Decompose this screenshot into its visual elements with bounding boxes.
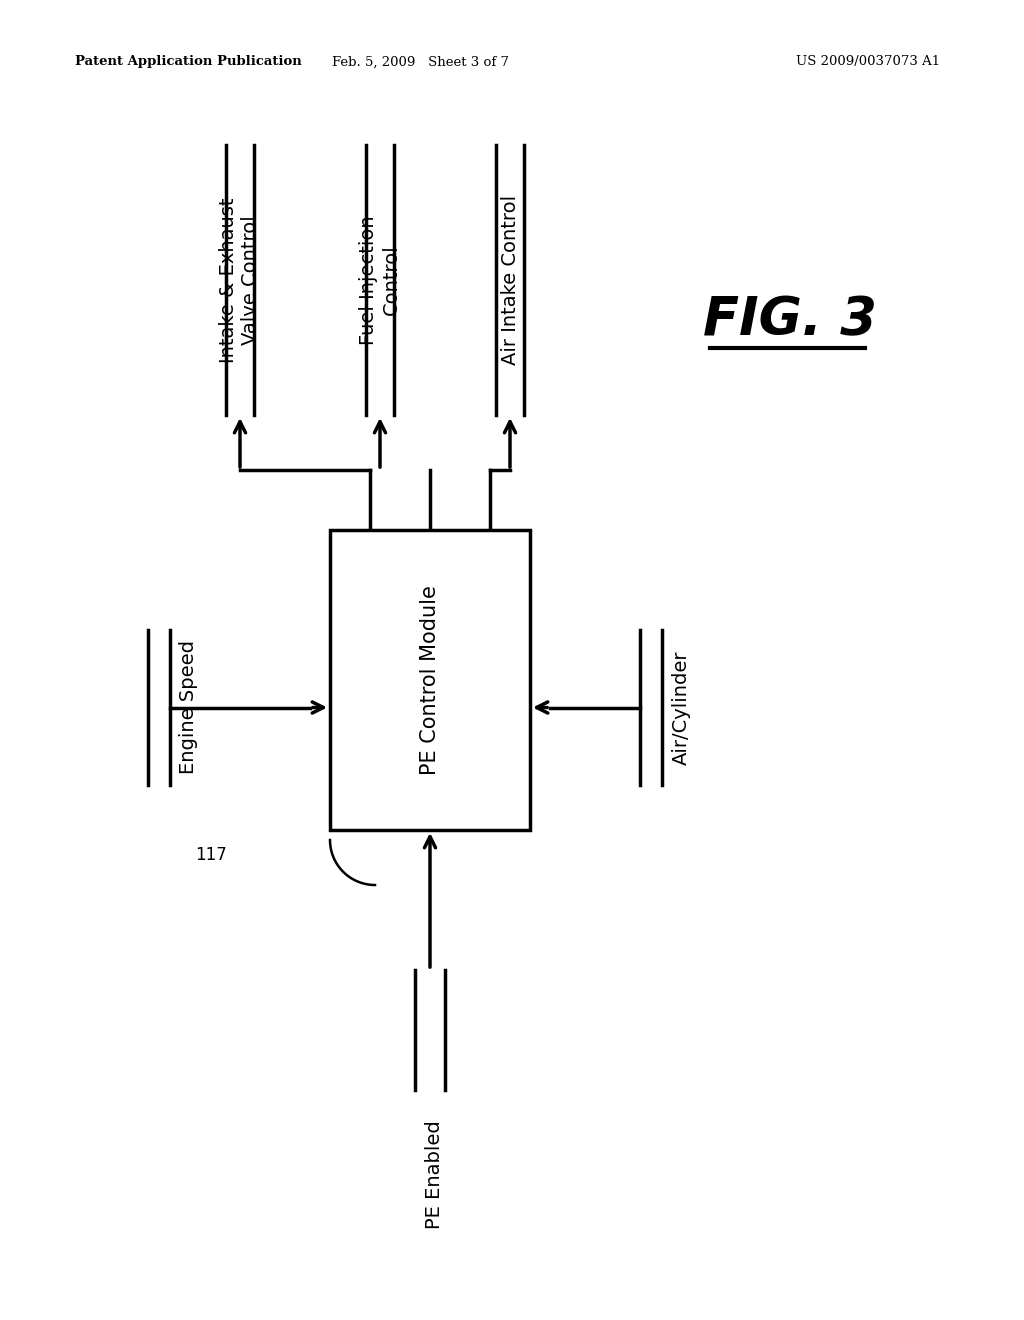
- Text: Engine Speed: Engine Speed: [179, 640, 199, 775]
- Bar: [330, 531, 530, 830]
- Text: FIG. 3: FIG. 3: [703, 294, 877, 346]
- Text: Patent Application Publication: Patent Application Publication: [75, 55, 302, 69]
- Text: Intake & Exhaust
Valve Control: Intake & Exhaust Valve Control: [219, 197, 260, 363]
- Text: Fuel Injection
Control: Fuel Injection Control: [359, 215, 400, 345]
- Text: PE Control Module: PE Control Module: [420, 585, 440, 775]
- Text: Air Intake Control: Air Intake Control: [501, 195, 519, 366]
- Text: Air/Cylinder: Air/Cylinder: [672, 651, 690, 764]
- Text: Feb. 5, 2009   Sheet 3 of 7: Feb. 5, 2009 Sheet 3 of 7: [332, 55, 509, 69]
- Text: PE Enabled: PE Enabled: [426, 1119, 444, 1229]
- Text: US 2009/0037073 A1: US 2009/0037073 A1: [796, 55, 940, 69]
- Text: 117: 117: [195, 846, 226, 865]
